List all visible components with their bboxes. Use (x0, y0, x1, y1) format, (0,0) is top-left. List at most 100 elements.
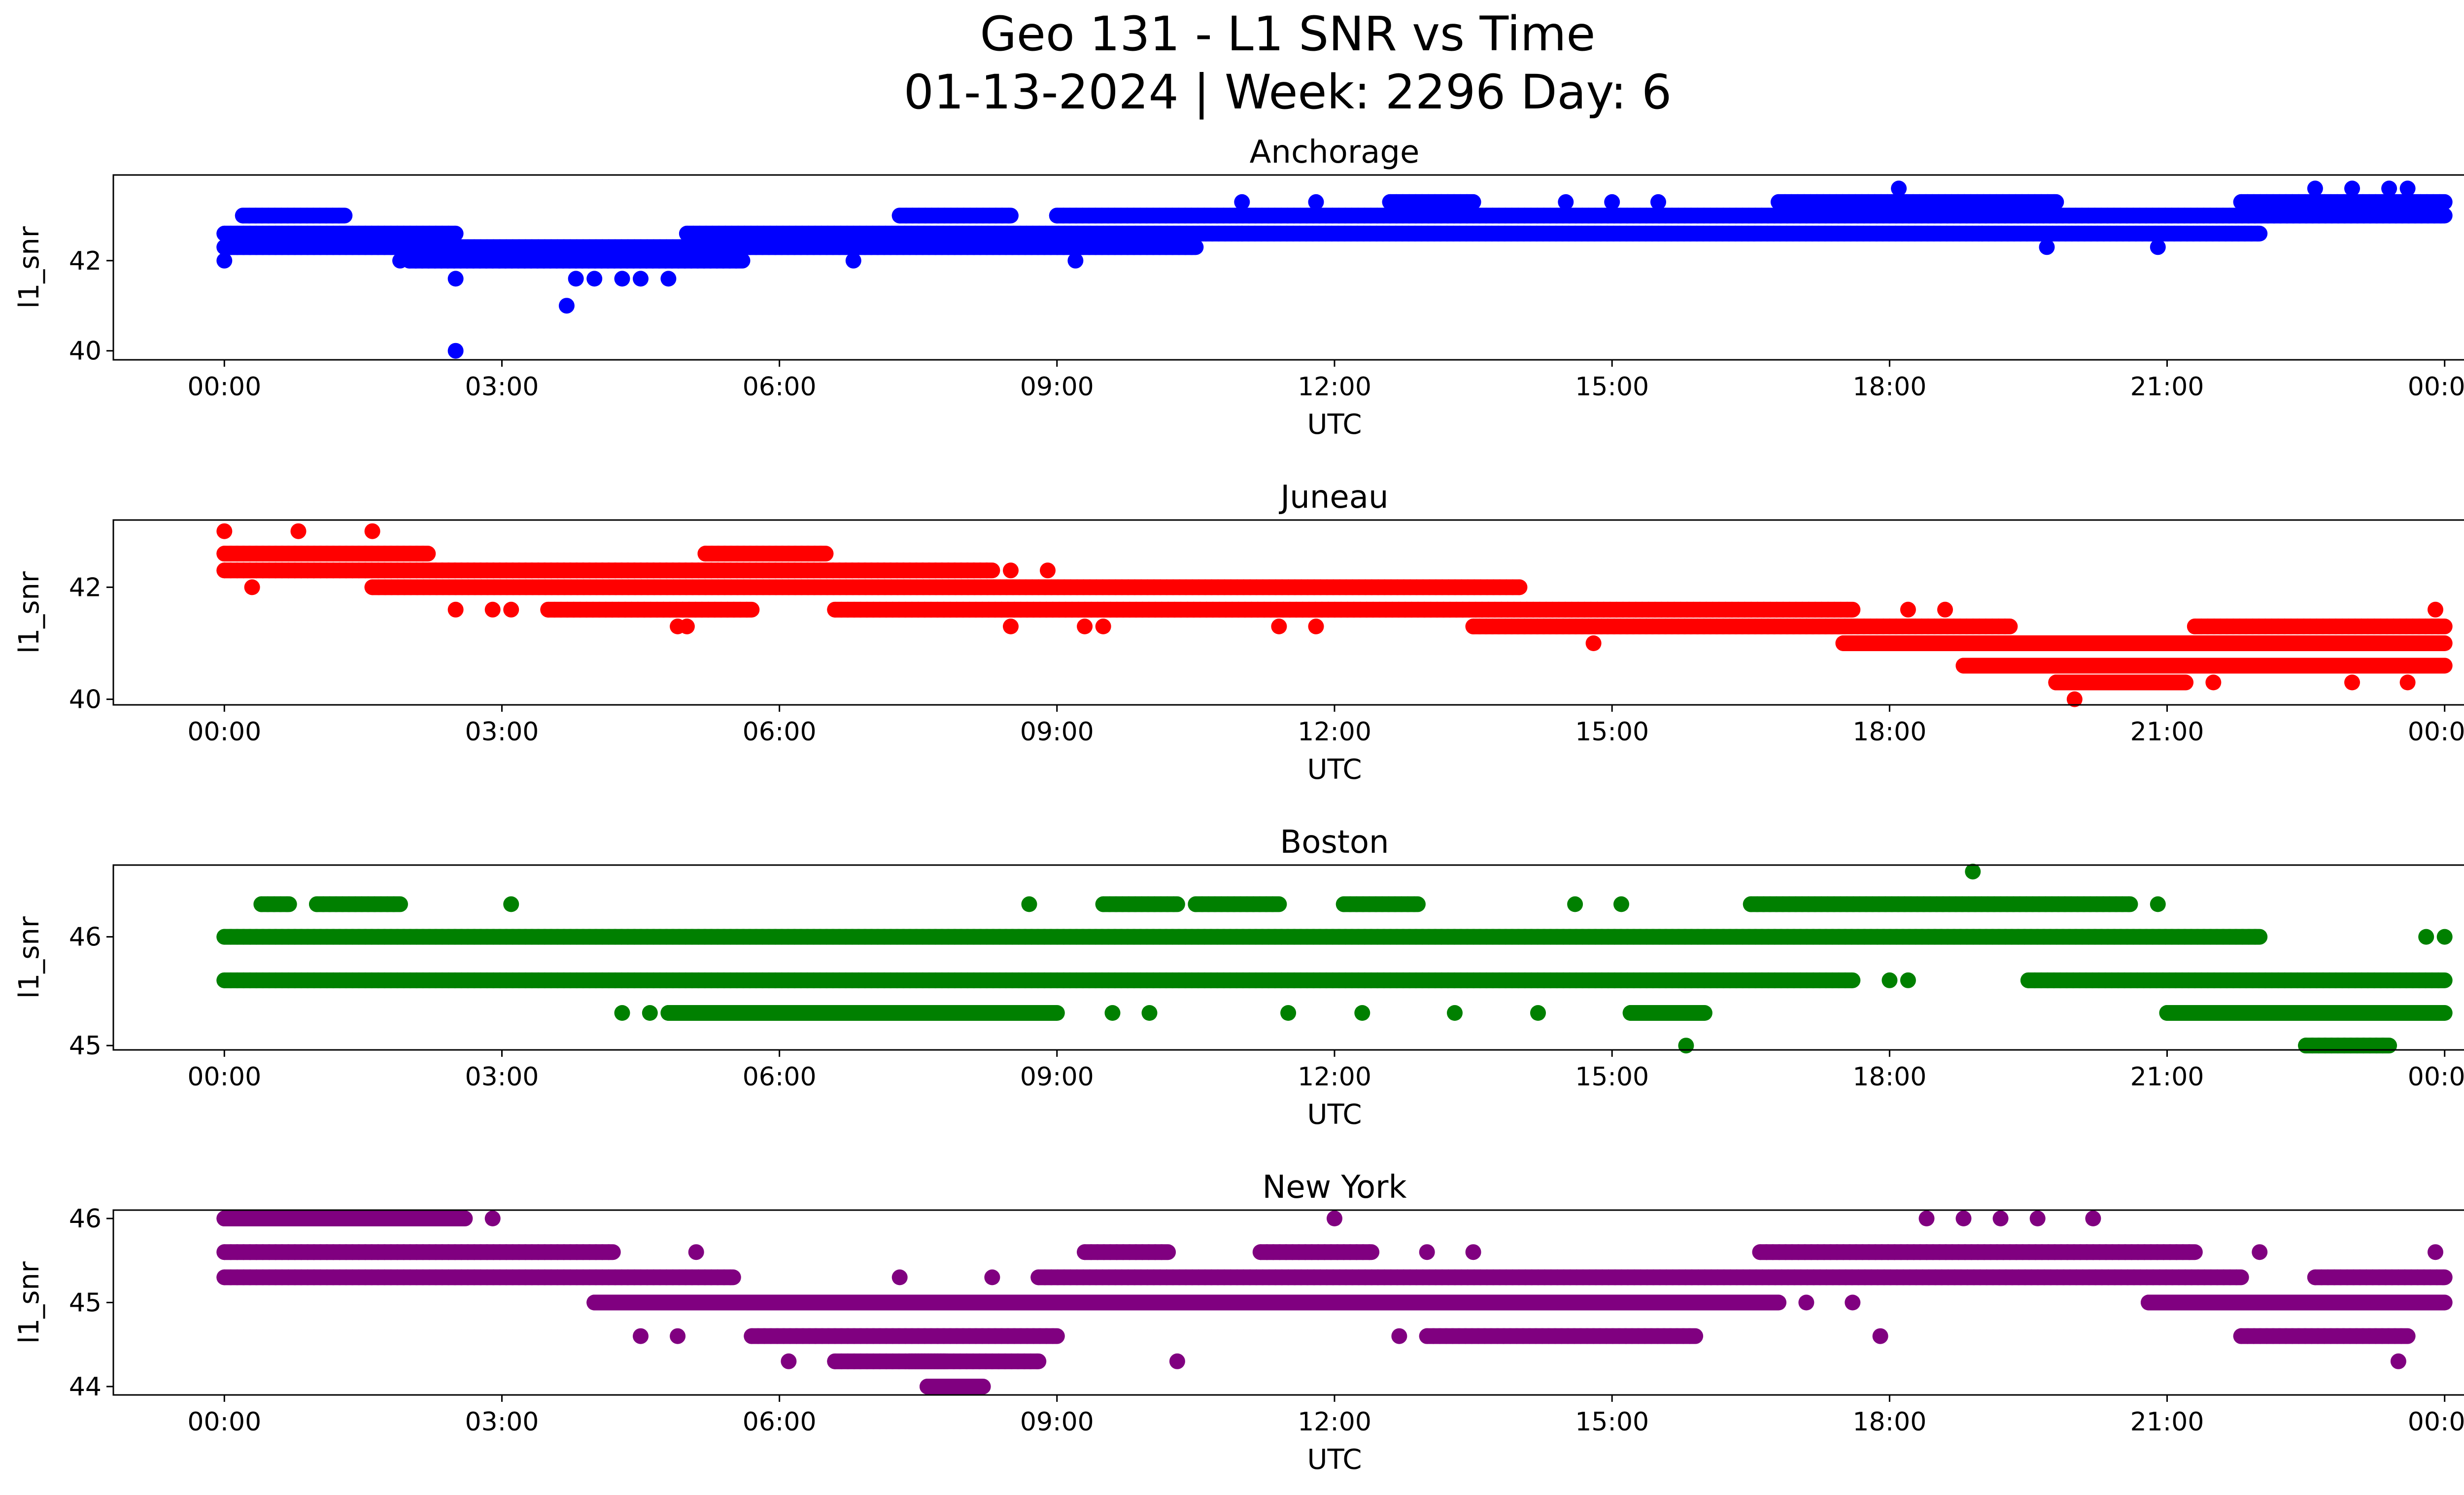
data-point (1406, 896, 1422, 912)
data-point (415, 546, 431, 562)
data-bands-anchorage (216, 194, 2453, 269)
data-point (2029, 1211, 2046, 1226)
subplots-group: Anchorage 00:00 03:00 06:00 09:00 12:00 15:00 1… (13, 134, 2464, 1476)
data-point (813, 546, 829, 562)
x-tick-label: 15:00 (1575, 1407, 1649, 1437)
data-point (1003, 618, 1019, 634)
x-tick-label: 18:00 (1852, 1062, 1926, 1092)
x-tick-label: 06:00 (743, 1062, 817, 1092)
x-tick-label: 03:00 (465, 1407, 539, 1437)
data-point (2435, 1294, 2451, 1311)
data-point (216, 252, 233, 269)
data-point (1900, 972, 1916, 988)
data-points-anchorage (216, 180, 2416, 359)
data-point (216, 523, 233, 539)
x-tick-label: 06:00 (743, 1407, 817, 1437)
x-tick-label: 00:00 (2408, 1407, 2464, 1437)
x-tick-label: 12:00 (1298, 1407, 1371, 1437)
data-point (453, 1211, 470, 1227)
data-bands-new-york (216, 1211, 2453, 1394)
data-point (1045, 1005, 1061, 1021)
x-tick-label: 21:00 (2130, 1407, 2204, 1437)
data-point (979, 562, 995, 579)
data-point (1965, 864, 1981, 880)
y-tick-label: 46 (69, 923, 102, 952)
data-point (1045, 1328, 1061, 1344)
x-tick-label: 18:00 (1852, 372, 1926, 402)
data-point (1021, 896, 1037, 912)
data-point (781, 1353, 797, 1369)
data-point (1872, 1328, 1888, 1344)
data-point (1765, 1294, 1781, 1311)
data-point (364, 523, 380, 539)
data-point (1361, 1244, 1377, 1260)
data-point (2039, 239, 2055, 255)
x-tick-label: 15:00 (1575, 1062, 1649, 1092)
x-tick-label: 21:00 (2130, 1062, 2204, 1092)
data-point (1459, 194, 1475, 210)
y-axis-label-new-york: l1_snr (13, 1261, 45, 1344)
x-tick-label: 15:00 (1575, 717, 1649, 747)
y-tick-label: 44 (69, 1372, 102, 1402)
y-tick-label: 40 (69, 685, 102, 715)
x-tick-label: 06:00 (743, 372, 817, 402)
data-point (2252, 1244, 2268, 1260)
panel-new-york: New York 00:00 03:00 06:00 09:00 12:00 15:00 18… (13, 1169, 2464, 1476)
x-tick-label: 00:00 (2408, 1062, 2464, 1092)
x-axis-label-juneau: UTC (1307, 754, 1362, 786)
data-point (2375, 1038, 2391, 1054)
data-point (601, 1244, 617, 1260)
data-point (1003, 562, 1019, 579)
data-point (670, 1328, 686, 1344)
data-point (1465, 1244, 1481, 1260)
data-point (633, 1328, 649, 1344)
data-point (679, 618, 695, 634)
y-tick-label: 46 (69, 1204, 102, 1234)
data-point (1585, 635, 1602, 651)
data-point (1271, 618, 1287, 634)
data-point (1165, 896, 1182, 912)
data-point (503, 601, 519, 618)
y-tick-label: 42 (69, 246, 102, 276)
data-point (971, 1378, 987, 1394)
x-tick-label: 03:00 (465, 372, 539, 402)
data-point (2150, 896, 2166, 912)
data-point (1511, 579, 1527, 595)
data-point (1604, 194, 1620, 210)
data-point (2390, 1353, 2406, 1369)
data-point (586, 271, 603, 287)
data-point (1955, 1211, 1972, 1226)
data-point (1900, 601, 1916, 618)
panel-boston: Boston 00:00 03:00 06:00 09:00 12:00 15:00 18:0… (13, 824, 2464, 1131)
data-point (1678, 1038, 1694, 1054)
x-tick-label: 12:00 (1298, 372, 1371, 402)
data-points-boston (503, 864, 2453, 1054)
data-point (1029, 1353, 1045, 1369)
data-point (1308, 618, 1324, 634)
data-point (2399, 674, 2416, 691)
data-point (1104, 1005, 1121, 1021)
data-point (891, 1269, 908, 1286)
data-point (2393, 1328, 2409, 1344)
data-point (614, 1005, 630, 1021)
data-point (1040, 562, 1056, 579)
subplot-title-juneau: Juneau (1278, 479, 1388, 516)
data-point (2250, 225, 2266, 242)
x-tick-label: 03:00 (465, 717, 539, 747)
x-tick-label: 00:00 (187, 717, 261, 747)
data-point (386, 896, 402, 912)
panel-anchorage: Anchorage 00:00 03:00 06:00 09:00 12:00 15:00 1… (13, 134, 2464, 441)
data-point (1141, 1005, 1158, 1021)
data-point (2085, 1211, 2101, 1226)
data-point (2428, 601, 2443, 618)
data-point (1891, 180, 1907, 197)
data-point (2436, 658, 2452, 674)
x-tick-label: 00:00 (2408, 717, 2464, 747)
data-point (660, 271, 677, 287)
subplot-title-anchorage: Anchorage (1250, 134, 1420, 171)
data-point (642, 1005, 658, 1021)
data-point (503, 896, 519, 912)
data-point (279, 896, 295, 912)
data-point (722, 1269, 739, 1286)
